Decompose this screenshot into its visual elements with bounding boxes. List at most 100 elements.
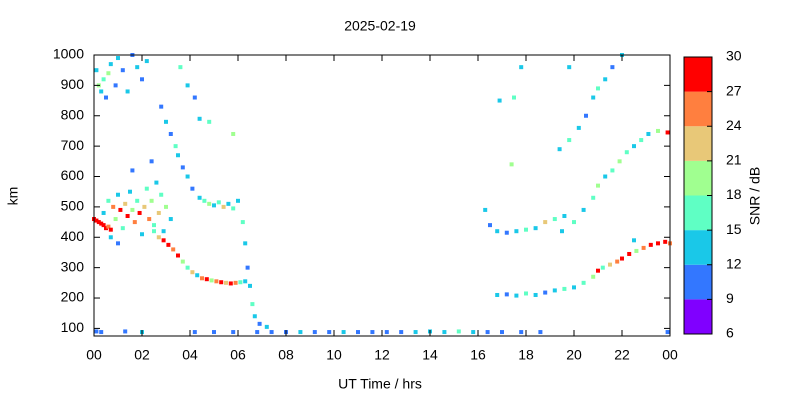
data-point [567,138,572,143]
data-point [552,217,557,222]
colorbar-band [684,230,712,265]
data-point [560,229,564,234]
x-tick-label: 16 [470,347,486,363]
data-point [572,220,576,225]
data-point [634,248,639,253]
x-tick-label: 14 [422,347,438,363]
data-point [238,280,243,285]
data-point [524,227,528,232]
data-point [185,265,190,270]
colorbar-tick-label: 24 [726,117,742,133]
data-point [243,241,248,246]
data-point [101,210,106,215]
data-point [106,198,111,203]
data-point [224,280,228,285]
data-point [488,223,492,228]
chart-title: 2025-02-19 [344,18,416,34]
data-point [140,232,144,237]
data-point [641,245,646,250]
data-point [166,242,171,247]
data-point [596,86,600,91]
data-point [632,238,636,243]
colorbar-tick-label: 15 [726,221,742,237]
x-tick-label: 18 [518,347,534,363]
data-point [483,207,488,212]
x-tick-label: 22 [614,347,630,363]
data-point [125,214,130,219]
data-point [456,329,461,334]
data-point [173,144,178,149]
data-point [543,220,548,225]
data-point [156,235,161,240]
colorbar-tick-label: 30 [726,48,742,64]
data-point [245,265,250,270]
data-point [161,238,166,243]
data-point [130,207,135,212]
data-point [207,119,212,124]
data-point [142,204,147,209]
data-point [180,165,185,170]
data-point [132,220,137,225]
data-point [257,321,262,326]
data-point [113,217,118,222]
data-point [610,65,615,70]
data-point [236,198,240,203]
data-point [137,210,142,215]
data-point [116,56,120,61]
data-point [190,186,195,191]
data-point [656,241,660,246]
data-point [180,259,185,264]
data-point [159,104,164,109]
data-point [108,235,113,240]
data-point [96,220,101,225]
data-point [413,330,418,335]
colorbar-band [684,299,712,334]
data-point [514,229,519,234]
data-point [171,247,176,252]
data-point [617,159,622,164]
colorbar-band [684,91,712,127]
data-point [200,276,204,281]
data-point [185,83,190,88]
data-point [140,77,144,82]
data-point [581,207,586,212]
data-point [632,144,636,149]
data-point [156,210,161,215]
colorbar-band [684,126,712,161]
plot-points [92,53,672,335]
y-tick-label: 500 [61,198,85,214]
data-point [233,280,238,285]
data-point [104,226,108,231]
data-point [504,292,509,297]
data-point [442,330,447,335]
data-point [99,221,104,226]
data-point [94,68,99,73]
x-tick-label: 08 [278,347,294,363]
data-point [656,128,660,133]
data-point [471,330,476,335]
colorbar: 6 9 12 15 18 21 24 27 30 [683,48,742,341]
data-point [144,59,149,64]
y-tick-label: 400 [61,228,85,244]
data-point [209,278,214,283]
data-point [557,147,562,152]
x-tick-label: 00 [86,347,102,363]
data-point [168,131,173,136]
x-tick-label: 12 [374,347,390,363]
data-point [219,280,224,285]
data-point [312,330,317,335]
data-point [226,201,231,206]
data-point [252,314,257,319]
data-point [519,65,524,70]
colorbar-tick-label: 21 [726,152,742,168]
colorbar-band [684,160,712,196]
colorbar-label: SNR / dB [747,167,763,225]
data-point [94,329,99,334]
data-point [243,279,248,284]
data-point [228,281,233,286]
data-point [646,131,651,136]
data-point [185,174,190,179]
data-point [603,77,608,82]
data-point [135,198,140,203]
